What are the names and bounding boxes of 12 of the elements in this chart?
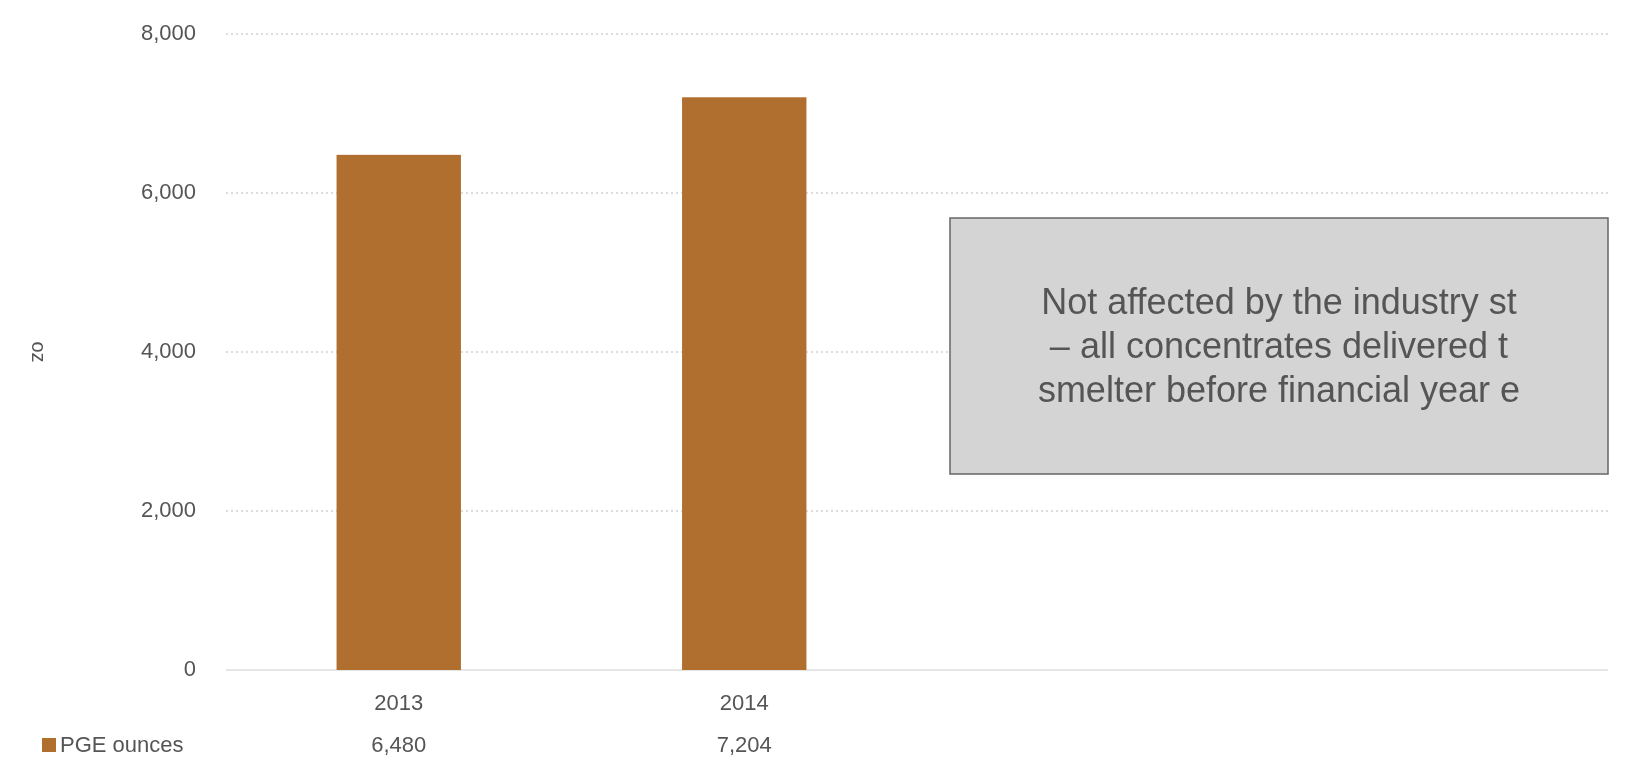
x-tick-label: 2014 [719,690,769,715]
y-tick-label: 0 [183,655,196,681]
y-tick-label: 4,000 [140,337,196,363]
x-tick-label: 2013 [374,690,424,715]
legend-label: PGE ounces [60,732,184,757]
y-axis-title: oz [28,341,50,363]
data-label: 6,480 [371,732,427,757]
y-tick-label: 8,000 [140,19,196,45]
data-label: 7,204 [716,732,772,757]
annotation: Not affected by the industry st – all concentrates delivered t smelter before financial year e [1037,281,1521,410]
y-tick-label: 2,000 [140,496,196,522]
y-tick-label: 6,000 [140,178,196,204]
